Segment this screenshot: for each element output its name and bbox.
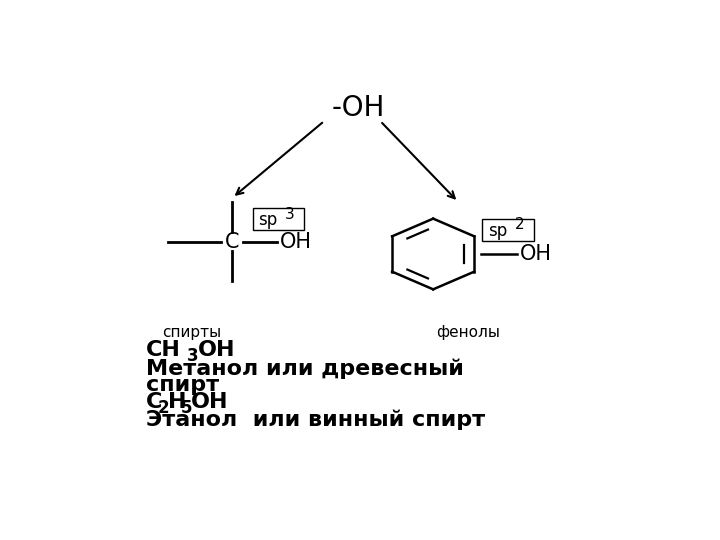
Text: CH: CH <box>145 340 181 360</box>
Text: OH: OH <box>280 232 312 252</box>
Text: OH: OH <box>190 392 228 412</box>
FancyBboxPatch shape <box>482 219 534 241</box>
Text: 2: 2 <box>515 218 524 232</box>
Text: 3: 3 <box>285 207 295 221</box>
Text: 5: 5 <box>181 399 192 417</box>
Text: Этанол  или винный спирт: Этанол или винный спирт <box>145 409 485 430</box>
FancyBboxPatch shape <box>253 208 305 230</box>
Text: C: C <box>225 232 240 252</box>
Text: Метанол или древесный: Метанол или древесный <box>145 358 464 379</box>
Text: 3: 3 <box>186 347 198 365</box>
Text: 2: 2 <box>158 399 170 417</box>
Text: sp: sp <box>488 222 507 240</box>
Text: C: C <box>145 392 162 412</box>
Text: фенолы: фенолы <box>436 326 500 341</box>
Text: sp: sp <box>258 211 278 230</box>
Text: H: H <box>168 392 186 412</box>
Text: спирты: спирты <box>163 326 222 341</box>
Text: -OH: -OH <box>331 94 384 123</box>
Text: спирт: спирт <box>145 375 219 395</box>
Text: OH: OH <box>198 340 235 360</box>
Text: OH: OH <box>520 244 552 264</box>
